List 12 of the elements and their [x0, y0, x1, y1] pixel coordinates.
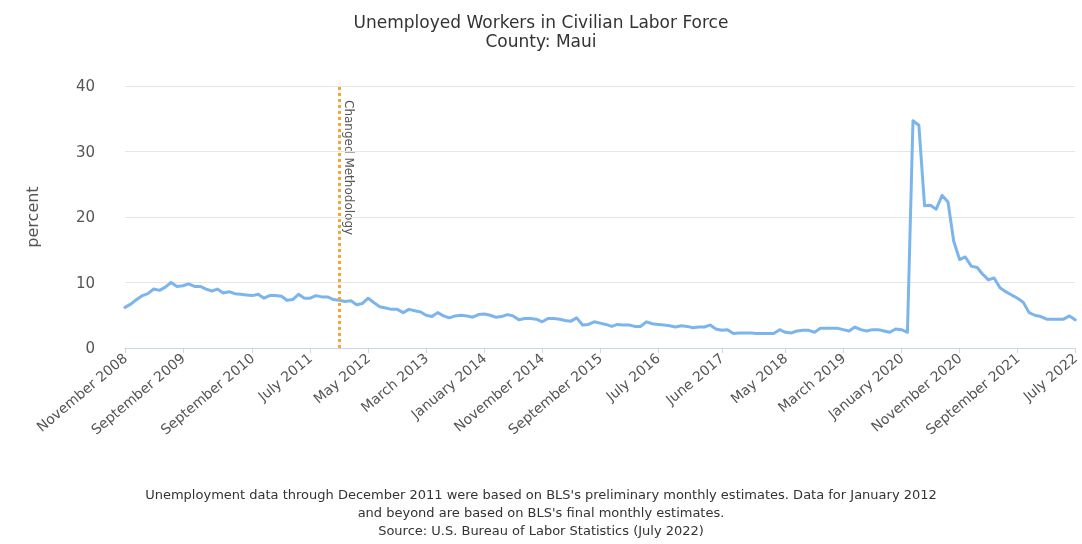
y-tick-label: 30	[75, 142, 95, 161]
y-axis-title: percent	[22, 186, 42, 248]
y-tick-label: 20	[75, 208, 95, 226]
chart-subtitle: County: Maui	[485, 30, 597, 51]
text: and beyond are based on BLS's final monthly estimates.	[357, 505, 725, 520]
source-note: Source: U.S. Bureau of Labor Statistics (July 2022)	[378, 523, 704, 538]
y-tick-label: 10	[75, 273, 95, 292]
ref-line-label: Changed Methodology	[342, 100, 357, 236]
y-tick-label: 40	[75, 77, 95, 95]
chart-title: Unemployed Workers in Civilian Labor Force	[353, 11, 729, 32]
text: Unemployment data through December 2011 were based on BLS's preliminary monthly estimates. Data for January 2012	[145, 487, 937, 502]
y-tick-label: 0	[85, 339, 95, 357]
